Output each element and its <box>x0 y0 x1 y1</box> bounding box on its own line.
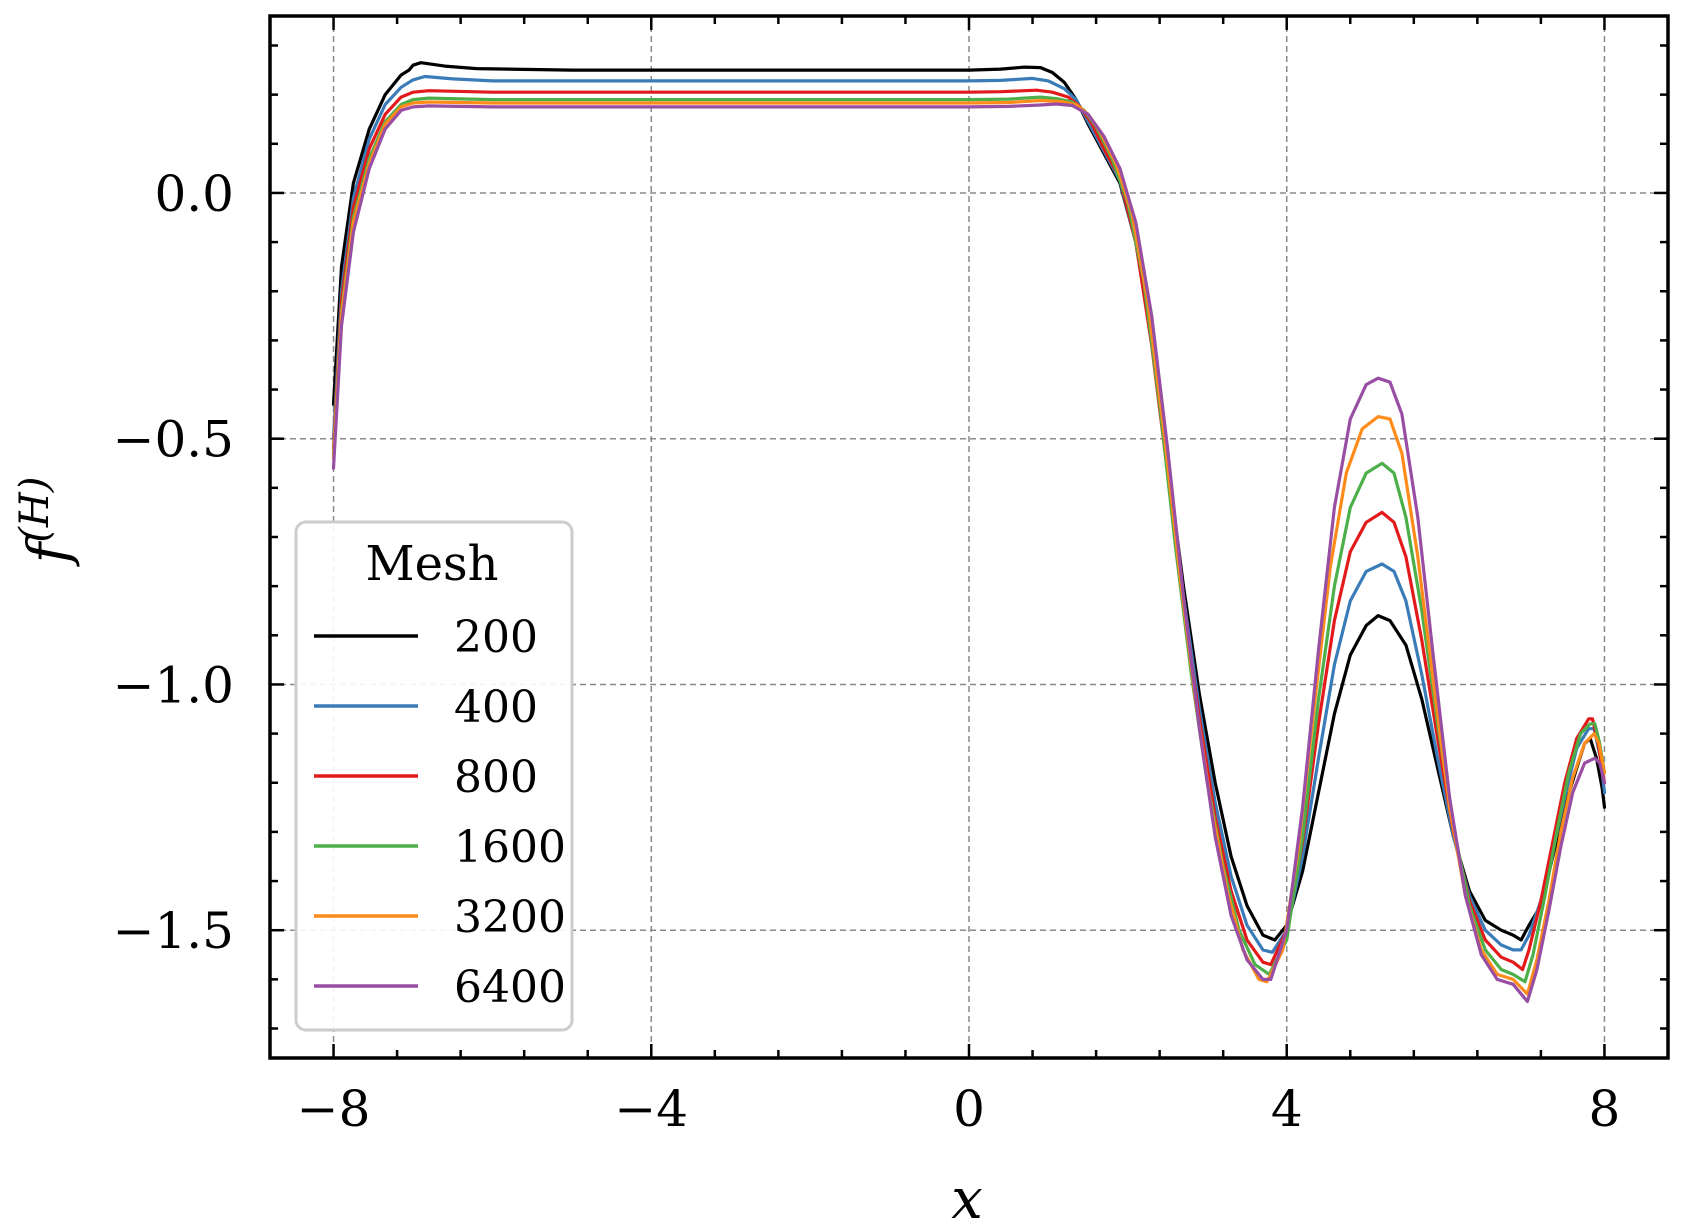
series-line-3200 <box>331 98 1607 996</box>
series-line-200 <box>331 61 1607 942</box>
legend-label-3200: 3200 <box>454 892 566 943</box>
y-tick-labels: 0.0 −0.5 −1.0 −1.5 <box>113 165 234 960</box>
legend-label-800: 800 <box>454 752 538 803</box>
axis-ticks <box>270 16 1668 1058</box>
series-lines <box>331 61 1607 1004</box>
series-line-400 <box>331 74 1607 954</box>
y-tick-label: 0.0 <box>154 165 234 223</box>
x-tick-label: −8 <box>297 1080 371 1138</box>
legend-label-1600: 1600 <box>454 822 566 873</box>
series-line-800 <box>331 88 1607 972</box>
x-tick-label: 0 <box>953 1080 985 1138</box>
legend-label-400: 400 <box>454 682 538 733</box>
y-tick-label: −1.5 <box>113 902 234 960</box>
series-line-1600 <box>331 95 1607 984</box>
y-tick-label: −0.5 <box>113 411 234 469</box>
y-axis-label-sup: (H) <box>12 477 58 543</box>
legend-title: Mesh <box>365 536 498 592</box>
legend-label-6400: 6400 <box>454 962 566 1013</box>
series-line-6400 <box>331 102 1607 1004</box>
legend-label-200: 200 <box>454 612 538 663</box>
y-tick-label: −1.0 <box>113 656 234 714</box>
x-tick-label: 8 <box>1589 1080 1621 1138</box>
x-axis-label: x <box>951 1167 983 1231</box>
legend-items: 200 400 800 1600 3200 6400 <box>314 612 566 1013</box>
x-tick-labels: −8 −4 0 4 8 <box>297 1080 1621 1138</box>
x-tick-label: −4 <box>614 1080 688 1138</box>
legend: Mesh 200 400 800 1600 3200 6400 <box>294 520 574 1032</box>
x-tick-label: 4 <box>1271 1080 1303 1138</box>
legend-box <box>294 520 574 1032</box>
